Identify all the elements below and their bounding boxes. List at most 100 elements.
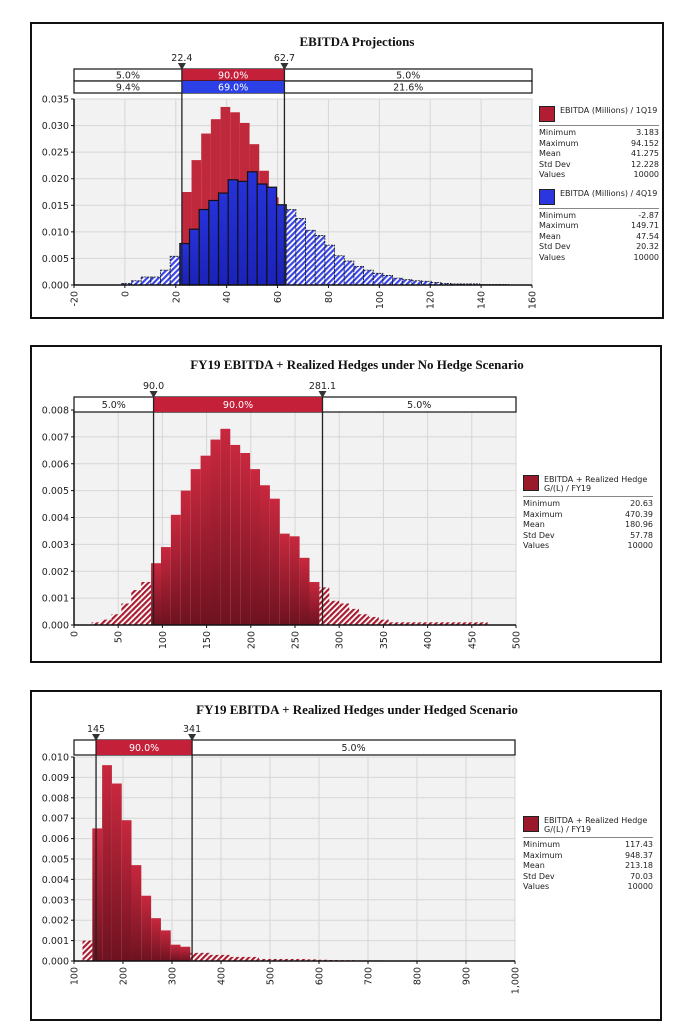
histogram-bar: [428, 622, 439, 625]
legend-swatch-icon: [539, 106, 555, 122]
histogram-bar: [180, 946, 191, 961]
x-tick-label: 60: [273, 291, 284, 303]
percent-middle-label: 90.0%: [129, 743, 159, 754]
legend-stat-row: Minimum -2.87: [539, 211, 659, 222]
marker-triangle-icon: [318, 391, 327, 398]
marker-label: 281.1: [309, 381, 336, 392]
legend-series-name: EBITDA (Millions) / 1Q19: [560, 106, 658, 115]
stat-label: Values: [523, 541, 550, 550]
histogram-bar: [239, 956, 250, 961]
y-tick-label: 0.000: [42, 957, 69, 968]
histogram-bar: [278, 958, 289, 961]
marker-triangle-icon: [92, 734, 101, 741]
histogram-bar: [258, 958, 269, 961]
histogram-bar: [151, 918, 161, 961]
y-tick-label: 0.005: [42, 254, 69, 265]
histogram-bar: [141, 582, 152, 625]
legend-stat-row: Values 10000: [539, 170, 659, 181]
stat-label: Maximum: [523, 509, 563, 519]
histogram-bar: [269, 498, 280, 625]
legend-header: EBITDA + Realized Hedge G/(L) / FY19: [523, 816, 653, 834]
histogram-bar: [151, 563, 161, 625]
stat-label: Std Dev: [523, 871, 555, 881]
stat-value: 94.152: [631, 138, 659, 148]
legend-stat-row: Maximum 149.71: [539, 221, 659, 232]
legend-stat-row: Minimum 3.183: [539, 128, 659, 139]
histogram-bar: [339, 603, 350, 625]
histogram-bar: [329, 600, 340, 625]
legend-entry: EBITDA + Realized Hedge G/(L) / FY19 Mini…: [523, 475, 653, 552]
histogram-bar: [227, 179, 239, 286]
legend-stat-row: Maximum 470.39: [523, 510, 653, 521]
stat-label: Mean: [523, 520, 545, 529]
histogram-bar: [180, 490, 191, 625]
histogram-bar: [240, 453, 251, 625]
histogram-bar: [92, 828, 103, 961]
percent-right-label: 5.0%: [396, 71, 420, 82]
stat-label: Std Dev: [539, 242, 571, 251]
histogram-bar: [256, 183, 268, 286]
histogram-bar: [160, 269, 171, 286]
legend-divider: [539, 207, 659, 209]
histogram-bar: [121, 603, 132, 625]
x-tick-label: 500: [266, 967, 277, 985]
x-tick-label: 1,000: [511, 967, 522, 994]
x-tick-label: 150: [202, 631, 213, 649]
stat-label: Values: [539, 252, 566, 262]
percent-band-middle: [181, 69, 285, 81]
stat-label: Mean: [539, 231, 561, 241]
stat-value: 213.18: [625, 861, 653, 870]
percent-left-label: 5.0%: [102, 400, 126, 411]
histogram-bar: [392, 277, 403, 286]
x-tick-label: 140: [477, 291, 488, 309]
histogram-bar: [170, 514, 181, 625]
legend-stat-row: Std Dev 12.228: [539, 160, 659, 171]
histogram-bar: [102, 765, 112, 961]
histogram-bar: [121, 820, 132, 961]
histogram-bar: [372, 272, 384, 286]
marker-triangle-icon: [149, 391, 158, 398]
histogram-bar: [169, 255, 181, 286]
y-tick-label: 0.008: [42, 793, 69, 804]
legend-divider: [523, 496, 653, 497]
x-tick-label: 600: [315, 967, 326, 985]
percent-middle-label: 69.0%: [218, 83, 248, 94]
y-tick-label: 0.008: [42, 406, 69, 417]
x-tick-label: 120: [426, 291, 437, 309]
x-tick-label: 500: [512, 631, 523, 649]
histogram-bar: [160, 547, 171, 625]
percent-middle-label: 90.0%: [218, 71, 248, 82]
x-tick-label: 350: [379, 631, 390, 649]
histogram-bar: [82, 940, 93, 961]
x-tick-label: 300: [335, 631, 346, 649]
histogram-bar: [140, 276, 152, 286]
y-tick-label: 0.005: [42, 486, 69, 497]
chart-hedged-scenario: FY19 EBITDA + Realized Hedges under Hedg…: [42, 702, 522, 994]
y-tick-label: 0.030: [42, 121, 69, 132]
y-tick-label: 0.035: [42, 95, 69, 106]
histogram-bar: [467, 622, 478, 625]
histogram-bar: [249, 956, 259, 961]
legend-stat-row: Maximum 94.152: [539, 139, 659, 150]
y-tick-label: 0.002: [42, 916, 69, 927]
histogram-bar: [250, 469, 260, 625]
histogram-bar: [363, 269, 374, 286]
histogram-bar: [279, 533, 290, 625]
histogram-bar: [378, 619, 389, 625]
stat-value: 117.43: [625, 840, 653, 849]
marker-label: 90.0: [143, 381, 164, 392]
x-tick-label: 200: [246, 631, 257, 649]
legend-stat-row: Minimum 20.63: [523, 499, 653, 510]
histogram-bar: [368, 616, 379, 625]
legend-stat-row: Values 10000: [523, 882, 653, 893]
percent-band-middle: [96, 740, 193, 755]
histogram-bar: [111, 614, 122, 625]
histogram-bar: [408, 622, 419, 625]
y-tick-label: 0.015: [42, 201, 69, 212]
histogram-bar: [237, 180, 249, 286]
percent-band: [73, 80, 533, 94]
histogram-bar: [324, 244, 335, 286]
histogram-bar: [285, 209, 297, 286]
histogram-bar: [229, 956, 240, 961]
histogram-bar: [170, 944, 181, 961]
